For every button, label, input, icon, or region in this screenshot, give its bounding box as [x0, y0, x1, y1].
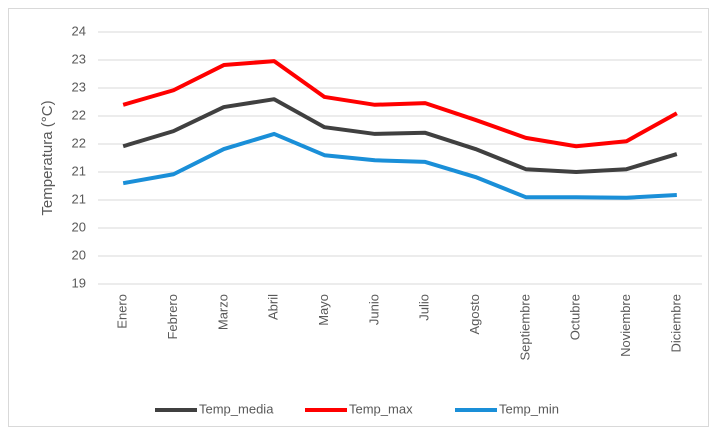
- y-tick-label: 19: [72, 275, 86, 290]
- x-tick-label: Marzo: [215, 294, 230, 330]
- x-tick-label: Mayo: [316, 294, 331, 326]
- chart-frame: [8, 8, 709, 427]
- legend-label: Temp_max: [349, 401, 413, 416]
- legend-label: Temp_min: [499, 401, 559, 416]
- legend-label: Temp_media: [199, 401, 274, 416]
- x-tick-label: Abril: [266, 294, 281, 320]
- x-tick-label: Julio: [417, 294, 432, 321]
- y-tick-label: 20: [72, 219, 86, 234]
- x-tick-label: Junio: [366, 294, 381, 325]
- y-tick-label: 21: [72, 191, 86, 206]
- series-line: [122, 97, 678, 174]
- x-tick-label: Enero: [115, 294, 130, 329]
- x-tick-label: Septiembre: [517, 294, 532, 360]
- y-tick-label: 21: [72, 163, 86, 178]
- y-axis-title: Temperatura (°C): [39, 100, 56, 215]
- x-tick-label: Agosto: [467, 294, 482, 334]
- series-line: [122, 131, 677, 200]
- x-tick-label: Noviembre: [618, 294, 633, 357]
- series-line: [122, 59, 678, 149]
- y-tick-label: 23: [72, 79, 86, 94]
- y-tick-label: 20: [72, 247, 86, 262]
- y-tick-label: 23: [72, 51, 86, 66]
- y-tick-label: 22: [72, 107, 86, 122]
- y-tick-label: 22: [72, 135, 86, 150]
- x-tick-label: Febrero: [165, 294, 180, 340]
- x-tick-label: Octubre: [568, 294, 583, 340]
- y-tick-label: 24: [72, 23, 86, 38]
- x-tick-label: Diciembre: [668, 294, 683, 353]
